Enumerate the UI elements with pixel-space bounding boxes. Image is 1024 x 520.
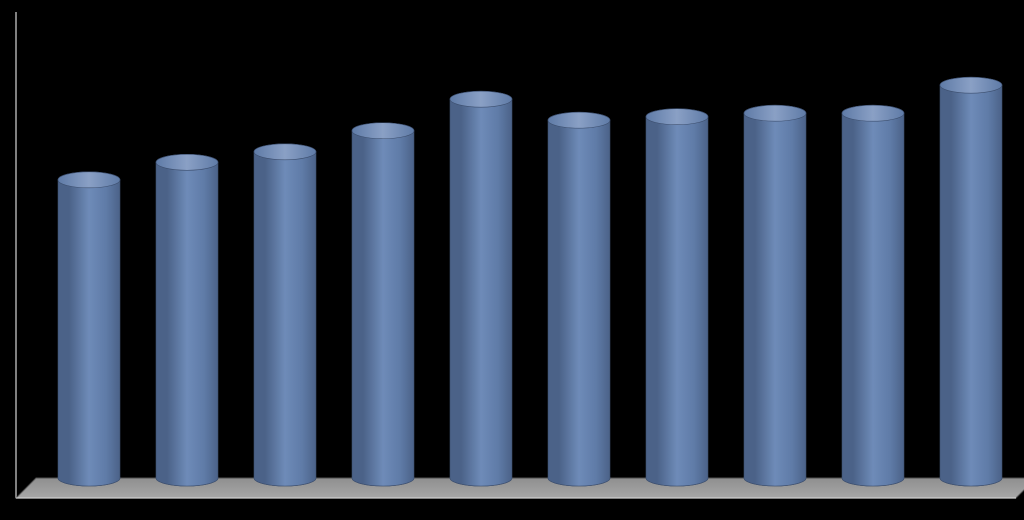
- bar-2: [156, 154, 218, 486]
- cylinder-bar-chart: [0, 0, 1024, 520]
- bar-5: [450, 91, 512, 486]
- bar-4: [352, 123, 414, 486]
- bar-10: [940, 77, 1002, 486]
- bar-8: [744, 105, 806, 486]
- bar-1: [58, 172, 120, 486]
- bar-6: [548, 112, 610, 486]
- bar-7: [646, 109, 708, 486]
- chart-canvas: [0, 0, 1024, 520]
- bar-9: [842, 105, 904, 486]
- bar-3: [254, 144, 316, 486]
